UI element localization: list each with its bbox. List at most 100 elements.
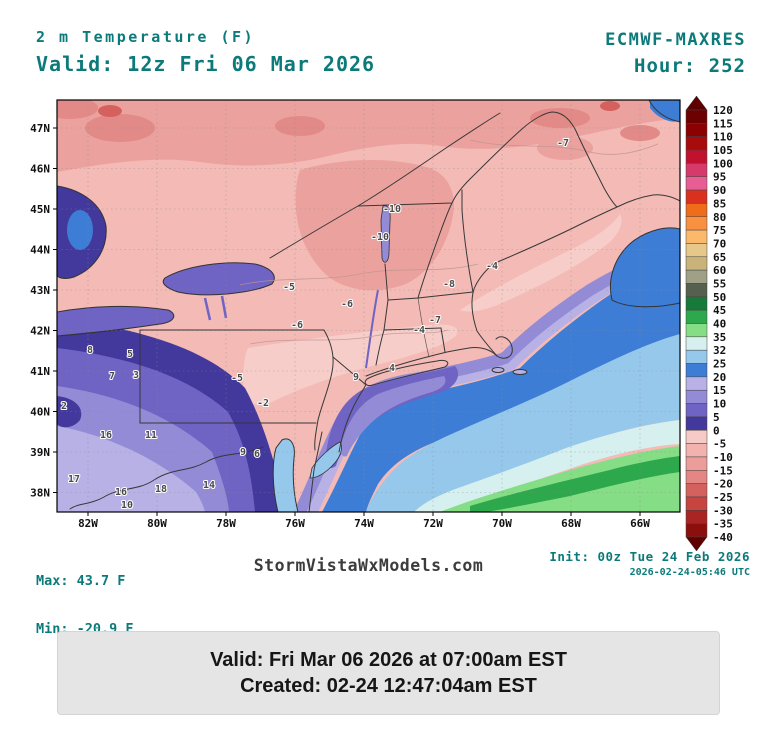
forecast-hour: Hour: 252	[634, 55, 746, 77]
contour-value-label: 4	[389, 363, 395, 374]
map-frame	[56, 99, 681, 513]
lon-label: 80W	[147, 517, 167, 530]
colorbar-value: -30	[713, 504, 733, 517]
colorbar-value: 65	[713, 251, 726, 264]
model-info: ECMWF-MAXRES Hour: 252	[605, 30, 746, 77]
colorbar-cell	[685, 323, 708, 338]
contour-value-label: 11	[145, 430, 157, 441]
colorbar-cell	[685, 443, 708, 458]
colorbar-cell	[685, 256, 708, 271]
caption-valid: Valid: Fri Mar 06 2026 at 07:00am EST	[210, 648, 567, 671]
colorbar-value: 100	[713, 157, 733, 170]
contour-value-label: 14	[203, 480, 215, 491]
colorbar-cell	[685, 136, 708, 151]
colorbar-value: 90	[713, 184, 726, 197]
contour-value-label: 9	[240, 447, 246, 458]
contour-value-label: -10	[371, 232, 389, 243]
temperature-map: 47N 46N 45N 44N 43N 42N 41N 40N 39N 38N 82W 80W 78W 7…	[30, 95, 733, 552]
colorbar-value: -20	[713, 478, 733, 491]
colorbar-cell	[685, 189, 708, 204]
temperature-fill-layer	[57, 100, 680, 512]
colorbar-cell	[685, 296, 708, 311]
colorbar-value: 0	[713, 424, 720, 437]
colorbar-cell	[685, 216, 708, 231]
colorbar-value: 10	[713, 398, 726, 411]
contour-value-label: -4	[486, 261, 498, 272]
colorbar-bottom-arrow	[685, 536, 708, 552]
init-time: Init: 00z Tue 24 Feb 2026	[549, 549, 750, 564]
created-utc: 2026-02-24-05:46 UTC	[629, 567, 750, 578]
contour-value-label: -8	[443, 279, 455, 290]
colorbar-value: 80	[713, 211, 726, 224]
colorbar-cell	[685, 416, 708, 431]
colorbar-cell	[685, 496, 708, 511]
colorbar-value: 115	[713, 117, 733, 130]
colorbar-cell	[685, 243, 708, 258]
colorbar-value: 45	[713, 304, 726, 317]
contour-value-label: 18	[155, 484, 167, 495]
contour-value-label: -4	[413, 325, 425, 336]
lon-label: 70W	[492, 517, 512, 530]
contour-value-label: -5	[283, 282, 295, 293]
contour-value-label: -5	[231, 373, 243, 384]
lon-label: 68W	[561, 517, 581, 530]
contour-value-label: 2	[61, 401, 67, 412]
contour-value-label: -7	[429, 315, 441, 326]
lat-label: 40N	[30, 406, 50, 419]
contour-value-label: 16	[115, 487, 127, 498]
colorbar-cell	[685, 123, 708, 137]
contour-value-label: 16	[100, 430, 112, 441]
colorbar-value: 60	[713, 264, 726, 277]
lat-label: 38N	[30, 487, 50, 500]
colorbar-cell	[685, 403, 708, 418]
lon-label: 82W	[78, 517, 98, 530]
lon-label: 76W	[285, 517, 305, 530]
temperature-colorbar: 1201151101051009590858075706560555045403…	[685, 95, 733, 552]
model-name: ECMWF-MAXRES	[605, 30, 746, 50]
contour-value-label: 8	[87, 345, 93, 356]
lon-label: 72W	[423, 517, 443, 530]
colorbar-cell	[685, 283, 708, 298]
colorbar-value: 85	[713, 197, 726, 210]
contour-value-label: 17	[68, 474, 80, 485]
valid-time-label: Valid: 12z Fri 06 Mar 2026	[36, 52, 376, 76]
lat-label: 46N	[30, 163, 50, 176]
colorbar-cell	[685, 363, 708, 378]
site-watermark: StormVistaWxModels.com	[253, 556, 484, 575]
lat-label: 39N	[30, 446, 50, 459]
colorbar-cell	[685, 229, 708, 244]
colorbar-cell	[685, 203, 708, 217]
colorbar-value: -10	[713, 451, 733, 464]
contour-value-label: -10	[383, 204, 401, 215]
colorbar-value: -40	[713, 531, 733, 544]
contour-value-label: -6	[341, 299, 353, 310]
colorbar-cell	[685, 523, 708, 538]
colorbar-value: 20	[713, 371, 726, 384]
colorbar-cell	[685, 389, 708, 404]
colorbar-value: 15	[713, 384, 726, 397]
colorbar-cell	[685, 176, 708, 191]
axis-labels: 47N 46N 45N 44N 43N 42N 41N 40N 39N 38N 82W 80W 78W 7…	[30, 122, 650, 530]
lat-label: 41N	[30, 365, 50, 378]
lat-label: 47N	[30, 122, 50, 135]
colorbar-value: 70	[713, 237, 726, 250]
contour-value-label: -6	[291, 320, 303, 331]
graticule-grid	[57, 100, 680, 512]
colorbar-value: -35	[713, 518, 733, 531]
contour-value-label: -7	[557, 138, 569, 149]
colorbar-value: 50	[713, 291, 726, 304]
lat-label: 43N	[30, 284, 50, 297]
colorbar-value: 40	[713, 318, 726, 331]
colorbar-value: 5	[713, 411, 720, 424]
colorbar-cell	[685, 430, 708, 444]
lat-label: 42N	[30, 325, 50, 338]
colorbar-cell	[685, 149, 708, 164]
contour-value-label: 7	[109, 371, 115, 382]
geographic-borders	[69, 100, 680, 512]
lon-label: 78W	[216, 517, 236, 530]
colorbar-value: -25	[713, 491, 733, 504]
colorbar-value: 32	[713, 344, 726, 357]
colorbar-cell	[685, 376, 708, 391]
